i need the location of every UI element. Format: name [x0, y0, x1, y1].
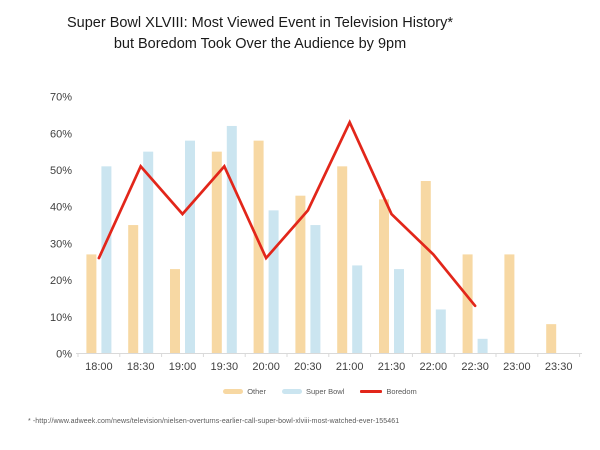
boredom-line [97, 119, 477, 308]
bar-other-22:30 [462, 254, 473, 354]
bar-other-23:00 [504, 254, 515, 354]
x-axis-label-23:00: 23:00 [503, 361, 531, 373]
bar-super-bowl-21:30 [394, 269, 404, 354]
bar-other-20:00 [253, 140, 264, 354]
x-axis-label-19:00: 19:00 [169, 361, 197, 373]
legend-swatch-boredom [360, 389, 383, 394]
legend-item-super-bowl: Super Bowl [281, 387, 345, 396]
chart-title-line1: Super Bowl XLVIII: Most Viewed Event in … [66, 15, 454, 31]
y-axis-label-70: 70% [50, 92, 72, 104]
combo-chart: 0% 10% 20% 30% 40% 50% 60% 70% 18:00 18:30 19:00 19… [50, 92, 582, 373]
y-axis-label-50: 50% [50, 165, 72, 177]
bar-other-22:00 [420, 181, 431, 354]
chart-title-line2: but Boredom Took Over the Audience by 9p… [113, 36, 407, 52]
bar-super-bowl-18:30 [143, 151, 154, 354]
x-axis-label-20:00: 20:00 [252, 361, 280, 373]
bar-super-bowl-19:00 [185, 140, 195, 354]
bar-other-18:00 [86, 254, 97, 354]
bar-other-19:00 [170, 269, 180, 354]
legend-label-boredom: Boredom [386, 387, 417, 396]
bar-super-bowl-18:00 [101, 166, 112, 354]
bar-super-bowl-21:00 [352, 265, 363, 354]
bar-other-23:30 [546, 324, 557, 354]
y-axis-label-40: 40% [50, 202, 72, 214]
x-axis-label-21:00: 21:00 [336, 361, 364, 373]
bar-super-bowl-19:30 [226, 125, 237, 354]
x-axis-label-22:00: 22:00 [420, 361, 448, 373]
bar-other-21:30 [379, 199, 389, 354]
x-axis-label-20:30: 20:30 [294, 361, 322, 373]
legend-item-other: Other [223, 387, 266, 396]
x-axis-label-23:30: 23:30 [545, 361, 573, 373]
x-axis-label-22:30: 22:30 [461, 361, 489, 373]
bar-other-18:30 [128, 225, 139, 354]
y-axis-label-30: 30% [50, 238, 72, 250]
source-footnote: * -http://www.adweek.com/news/television… [28, 418, 400, 425]
chart-legend: Other Super Bowl Boredom [0, 387, 600, 396]
y-axis-label-60: 60% [50, 128, 72, 140]
legend-swatch-super-bowl [281, 389, 302, 394]
y-axis-label-20: 20% [50, 275, 72, 287]
legend-swatch-other [223, 389, 244, 394]
bar-other-19:30 [211, 151, 222, 354]
legend-label-other: Other [247, 387, 266, 396]
y-axis-label-10: 10% [50, 312, 72, 324]
x-axis-label-18:00: 18:00 [85, 361, 113, 373]
bar-other-20:30 [295, 195, 306, 354]
legend-item-boredom: Boredom [360, 387, 417, 396]
x-axis-label-21:30: 21:30 [378, 361, 406, 373]
bar-super-bowl-20:00 [268, 210, 279, 354]
x-axis-label-19:30: 19:30 [211, 361, 239, 373]
bar-super-bowl-20:30 [310, 225, 321, 354]
chart-title: Super Bowl XLVIII: Most Viewed Event in … [10, 13, 510, 55]
legend-label-super-bowl: Super Bowl [305, 387, 345, 396]
bar-super-bowl-22:00 [435, 309, 446, 354]
bar-super-bowl-22:30 [477, 338, 488, 354]
bar-other-21:00 [337, 166, 348, 354]
y-axis-label-0: 0% [56, 349, 72, 361]
x-axis-label-18:30: 18:30 [127, 361, 155, 373]
